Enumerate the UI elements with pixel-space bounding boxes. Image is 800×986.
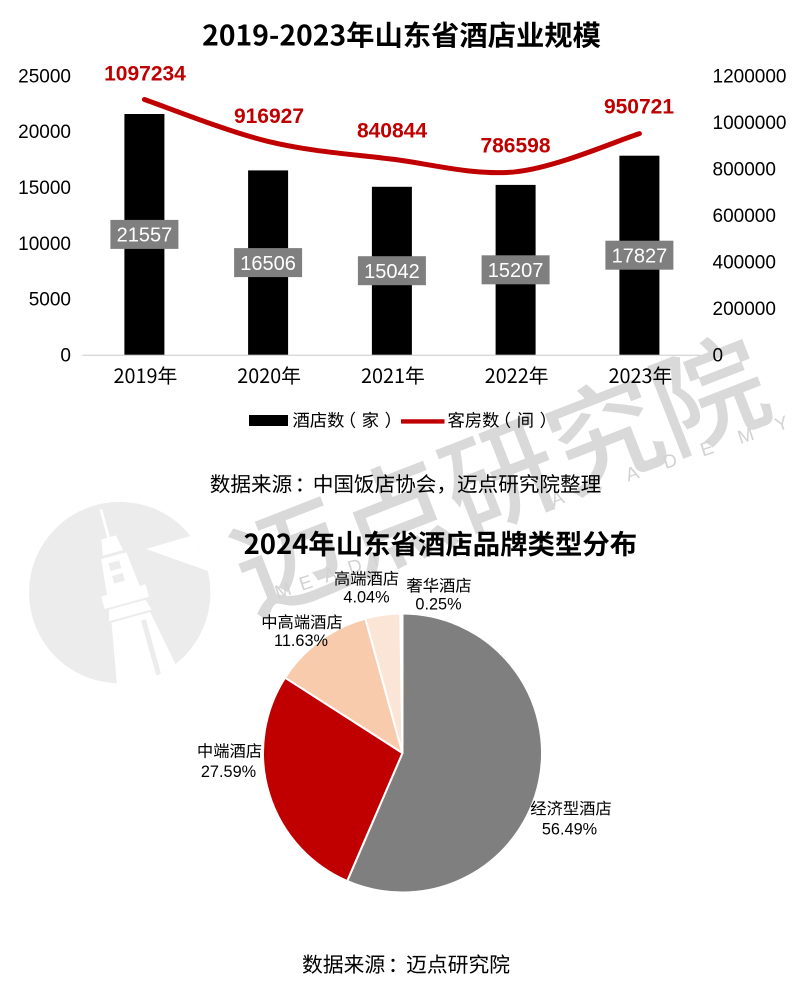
svg-text:0: 0 bbox=[60, 346, 71, 367]
svg-text:21557: 21557 bbox=[117, 225, 173, 247]
svg-text:600000: 600000 bbox=[713, 206, 776, 227]
svg-text:200000: 200000 bbox=[713, 299, 776, 320]
svg-text:20000: 20000 bbox=[18, 122, 71, 143]
svg-text:4.04%: 4.04% bbox=[343, 588, 389, 606]
svg-text:15000: 15000 bbox=[18, 178, 71, 199]
svg-text:10000: 10000 bbox=[18, 234, 71, 255]
svg-text:17827: 17827 bbox=[612, 245, 668, 267]
svg-text:15207: 15207 bbox=[488, 260, 544, 282]
svg-text:11.63%: 11.63% bbox=[274, 632, 328, 650]
svg-text:1200000: 1200000 bbox=[713, 66, 787, 87]
svg-text:25000: 25000 bbox=[18, 66, 71, 87]
svg-text:916927: 916927 bbox=[234, 105, 304, 128]
svg-text:15042: 15042 bbox=[364, 261, 420, 283]
svg-text:800000: 800000 bbox=[713, 159, 776, 180]
svg-text:786598: 786598 bbox=[480, 135, 550, 158]
svg-text:1000000: 1000000 bbox=[713, 113, 787, 134]
svg-text:840844: 840844 bbox=[357, 120, 427, 143]
svg-text:27.59%: 27.59% bbox=[201, 763, 256, 781]
svg-text:950721: 950721 bbox=[604, 96, 674, 119]
svg-text:5000: 5000 bbox=[29, 290, 71, 311]
svg-text:1097234: 1097234 bbox=[104, 63, 186, 86]
svg-text:400000: 400000 bbox=[713, 252, 776, 273]
svg-text:0.25%: 0.25% bbox=[415, 595, 461, 613]
svg-text:16506: 16506 bbox=[240, 253, 296, 275]
svg-text:56.49%: 56.49% bbox=[542, 820, 597, 838]
svg-text:0: 0 bbox=[713, 346, 724, 367]
